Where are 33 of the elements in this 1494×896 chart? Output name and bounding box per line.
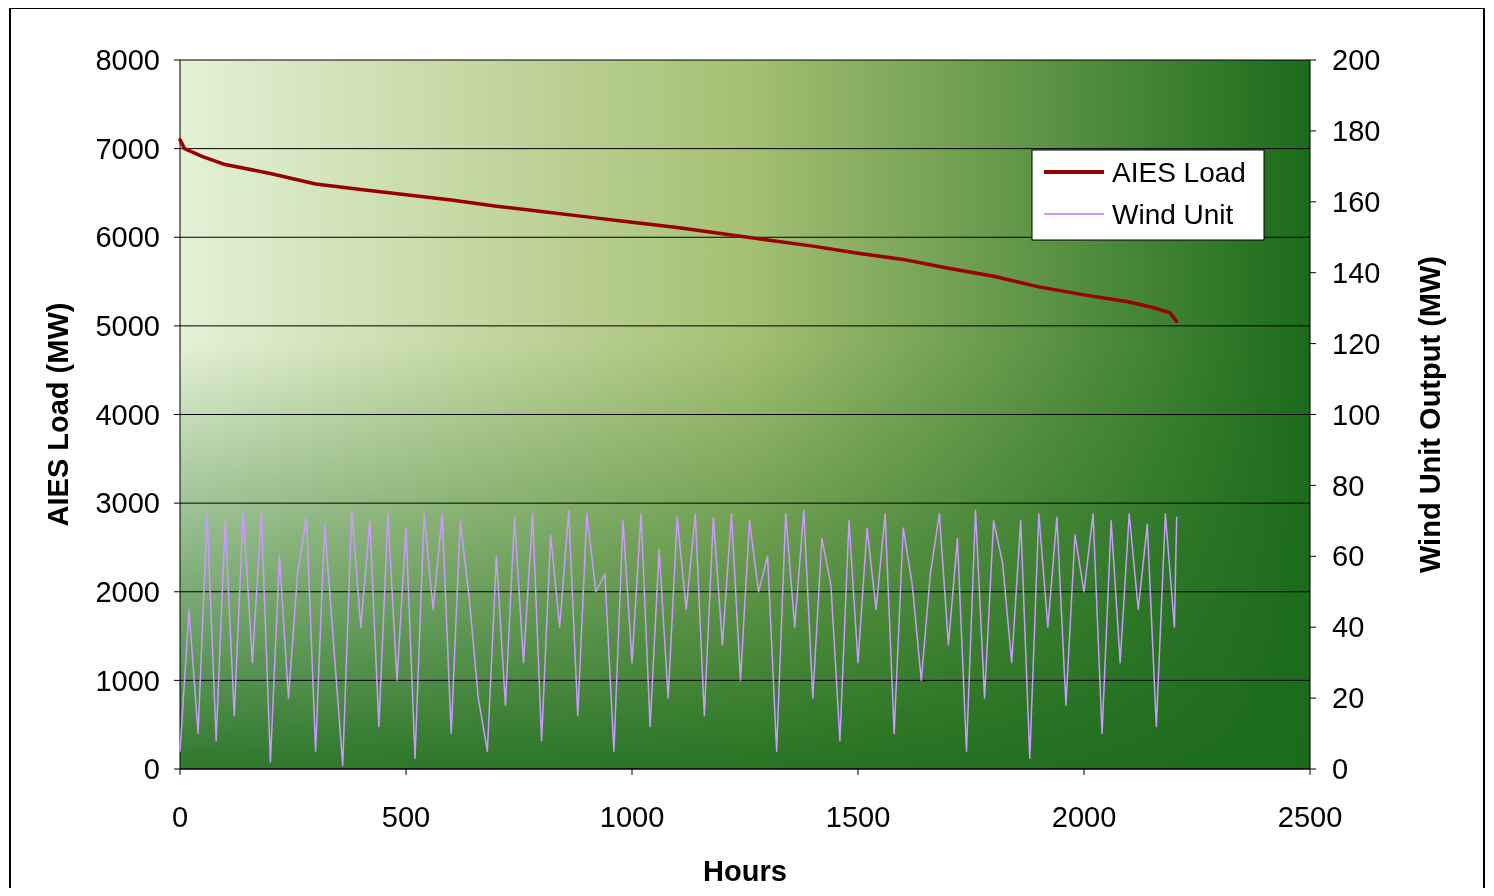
y2-tick-label: 200 (1332, 44, 1381, 77)
legend-label: AIES Load (1112, 156, 1246, 188)
y-tick-label: 7000 (95, 132, 160, 165)
x-tick-label: 0 (171, 801, 189, 833)
y2-tick-label: 120 (1332, 327, 1381, 360)
x-tick-label: 1500 (825, 801, 891, 833)
y2-tick-label: 140 (1332, 256, 1381, 289)
y2-tick-label: 80 (1332, 469, 1365, 502)
line-series (179, 509, 1178, 767)
x-tick-label: 1000 (599, 801, 665, 833)
y2-tick-label: 0 (1332, 753, 1349, 786)
y2-tick-label: 20 (1332, 682, 1365, 715)
y-tick-label: 4000 (95, 398, 160, 431)
y2-tick-label: 60 (1332, 540, 1365, 573)
line-series (178, 138, 1179, 324)
y-tick-label: 5000 (95, 310, 160, 343)
y-tick-label: 3000 (95, 487, 160, 520)
y2-tick-label: 160 (1332, 185, 1381, 218)
x-tick-label: 500 (381, 801, 431, 833)
y-tick-label: 0 (143, 753, 160, 786)
y-tick-label: 1000 (95, 664, 160, 697)
y2-axis-title: Wind Unit Output (MW) (1414, 255, 1446, 574)
y2-tick-label: 100 (1332, 398, 1381, 431)
y-tick-label: 8000 (95, 44, 160, 77)
y-tick-label: 2000 (95, 575, 160, 608)
y-tick-label: 6000 (95, 221, 160, 254)
x-axis-title: Hours (703, 855, 787, 887)
legend-label: Wind Unit (1112, 198, 1234, 230)
y2-tick-label: 40 (1332, 611, 1365, 644)
x-tick-label: 2000 (1051, 801, 1117, 833)
y-axis-title: AIES Load (MW) (42, 302, 74, 527)
y2-tick-label: 180 (1332, 115, 1381, 148)
x-tick-label: 2500 (1277, 801, 1343, 833)
